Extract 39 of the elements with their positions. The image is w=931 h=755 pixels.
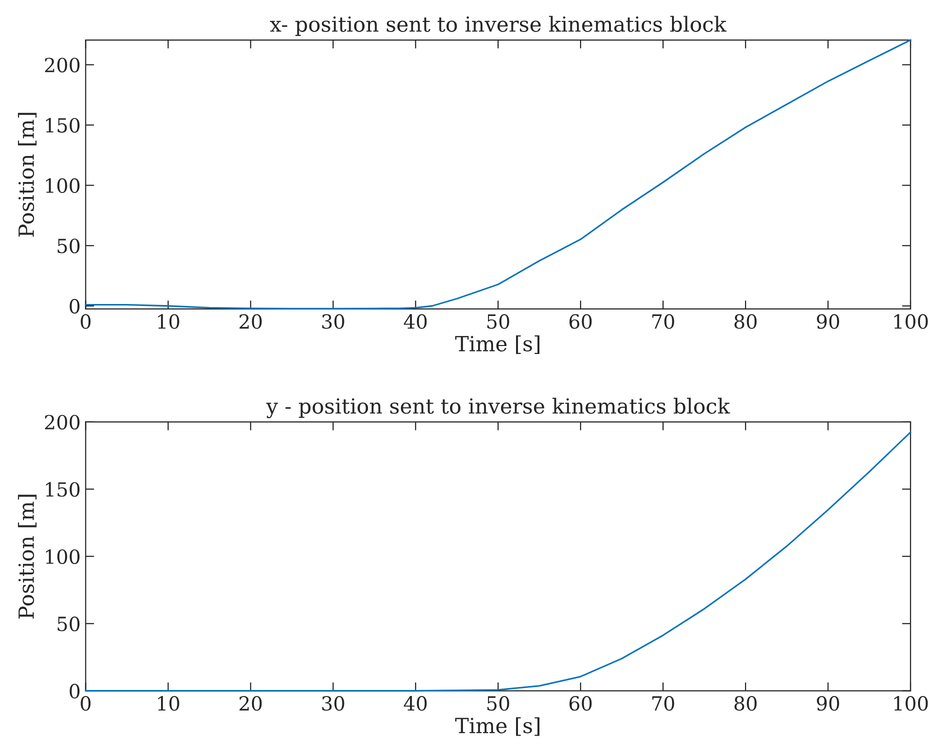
x-tick-label: 0 (80, 314, 91, 329)
y-tick-label: 50 (58, 616, 80, 632)
y-tick-label: 100 (46, 178, 80, 193)
x-tick-label: 70 (652, 314, 674, 329)
x-tick-label: 60 (570, 696, 592, 711)
y-tick-label: 0 (70, 684, 80, 698)
y-tick-label: 200 (44, 58, 80, 72)
x-tick-label: 20 (240, 696, 262, 711)
y-tick-label: 200 (44, 414, 80, 430)
y-tick-label: 50 (58, 238, 80, 254)
chart-title: y - position sent to inverse kinematics block (266, 398, 730, 418)
x-tick-label: 30 (322, 696, 344, 711)
x-tick-label: 10 (158, 314, 180, 329)
x-tick-label: 80 (734, 696, 757, 711)
x-tick-label: 10 (158, 696, 180, 711)
x-tick-label: 0 (80, 696, 91, 711)
x-tick-label: 100 (894, 696, 928, 711)
x-axis-title: Time [s] (455, 717, 540, 736)
x-tick-label: 100 (894, 314, 928, 329)
x-tick-label: 80 (734, 314, 757, 329)
x-tick-label: 90 (816, 696, 840, 711)
y-axis-title: Position [m] (18, 494, 37, 619)
x-tick-label: 30 (322, 314, 344, 329)
x-tick-label: 20 (240, 314, 262, 329)
line-series (84, 39, 912, 310)
x-tick-label: 50 (487, 314, 510, 329)
y-axis-title: Position [m] (18, 112, 37, 237)
y-tick-label: 0 (70, 298, 80, 314)
x-tick-label: 70 (652, 696, 674, 711)
y-tick-label: 100 (46, 549, 80, 564)
chart-title: x- position sent to inverse kinematics block (270, 16, 727, 36)
x-tick-label: 50 (487, 696, 510, 711)
x-axis-title: Time [s] (455, 335, 540, 354)
y-tick-label: 150 (46, 482, 80, 497)
x-tick-label: 90 (816, 314, 840, 329)
y-tick-label: 150 (46, 118, 80, 133)
x-tick-label: 40 (404, 314, 427, 329)
x-tick-label: 60 (570, 314, 592, 329)
x-tick-label: 40 (404, 696, 427, 711)
